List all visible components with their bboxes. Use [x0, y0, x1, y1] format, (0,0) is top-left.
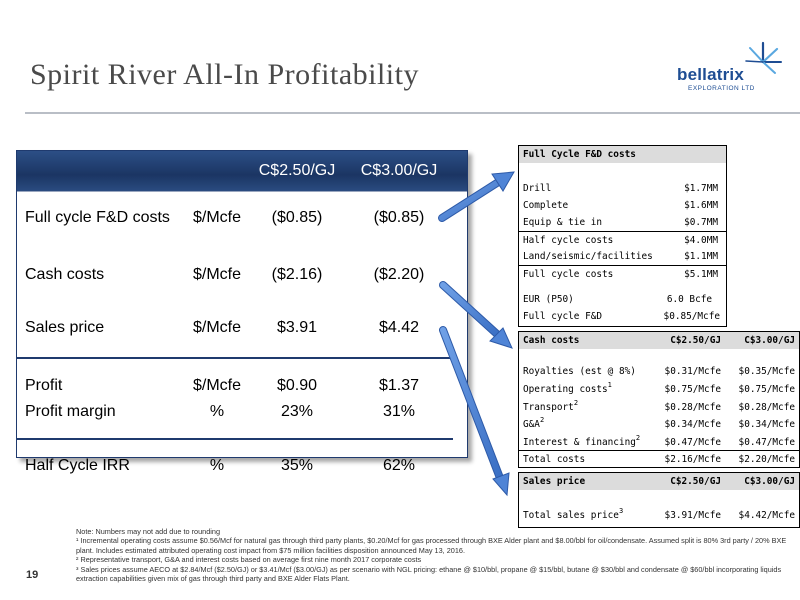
table-row: Royalties (est @ 8%) $0.31/Mcfe $0.35/Mcfe [523, 366, 795, 377]
row-unit: $/Mcfe [192, 209, 241, 226]
table-row: G&A2 $0.34/Mcfe $0.34/Mcfe [523, 416, 795, 431]
row-unit: $/Mcfe [192, 266, 241, 283]
row-value-3-00: $1.37 [378, 377, 420, 394]
row-value-2-50: 23% [280, 403, 314, 420]
row-separator [17, 438, 453, 440]
cash-costs-table: Cash costs C$2.50/GJ C$3.00/GJ Royalties… [518, 331, 800, 468]
arrow-to-cash-table [439, 281, 513, 349]
row-unit: $/Mcfe [192, 377, 241, 394]
footnote: Note: Numbers may not add due to roundin… [76, 527, 220, 536]
star-burst-icon [745, 41, 782, 74]
table-row: Transport2 $0.28/Mcfe $0.28/Mcfe [523, 399, 795, 414]
arrow-to-sales-table [439, 326, 510, 497]
arrow-to-fd-table [438, 171, 515, 222]
row-label: Cash costs [25, 266, 105, 283]
table-row: Drill $1.7MM [523, 183, 718, 194]
table-row: Full cycle costs $5.1MM [519, 265, 726, 283]
logo-wordmark: bellatrix [677, 65, 744, 84]
row-value-3-00: 31% [382, 403, 416, 420]
fd-table-title: Full Cycle F&D costs [519, 146, 726, 163]
table-row: Total sales price3 $3.91/Mcfe $4.42/Mcfe [523, 507, 795, 522]
table-header: C$2.50/GJ C$3.00/GJ [17, 151, 467, 192]
row-value-3-00: ($0.85) [373, 209, 425, 226]
row-label: Profit margin [25, 403, 116, 420]
table-row: Operating costs1 $0.75/Mcfe $0.75/Mcfe [523, 381, 795, 396]
column-header-2-50: C$2.50/GJ [258, 162, 336, 179]
table-row: Total costs $2.16/Mcfe $2.20/Mcfe [519, 450, 799, 468]
page-number: 19 [26, 569, 39, 581]
logo-subtitle: EXPLORATION LTD [688, 85, 755, 92]
row-value-3-00: 62% [382, 457, 416, 474]
row-value-2-50: 35% [280, 457, 314, 474]
row-unit: % [209, 403, 225, 420]
row-label: Full cycle F&D costs [25, 209, 170, 226]
company-logo: bellatrix EXPLORATION LTD [677, 40, 797, 100]
table-row: Interest & financing2 $0.47/Mcfe $0.47/Mcf… [523, 434, 795, 449]
row-separator [17, 357, 453, 359]
row-value-2-50: $0.90 [276, 377, 318, 394]
column-header-3-00: C$3.00/GJ [360, 162, 438, 179]
profitability-table: C$2.50/GJ C$3.00/GJ Full cycle F&D costs… [16, 150, 468, 474]
fd-costs-table: Full Cycle F&D costs Drill $1.7MM Complet… [518, 145, 727, 327]
table-row: Complete $1.6MM [523, 200, 718, 211]
row-label: Half Cycle IRR [25, 457, 130, 474]
row-value-2-50: ($0.85) [271, 209, 323, 226]
row-unit: % [209, 457, 225, 474]
table-row: Land/seismic/facilities $1.1MM [523, 251, 718, 262]
cash-table-header: Cash costs C$2.50/GJ C$3.00/GJ [519, 332, 799, 349]
table-row: EUR (P50) 6.0 Bcfe [523, 294, 712, 305]
row-unit: $/Mcfe [192, 319, 241, 336]
page-title: Spirit River All-In Profitability [30, 58, 419, 91]
row-label: Profit [25, 377, 63, 394]
sales-table-header: Sales price C$2.50/GJ C$3.00/GJ [519, 473, 799, 490]
footnote: ³ Sales prices assume AECO at $2.84/Mcf … [76, 564, 782, 584]
table-row: Full cycle F&D $0.85/Mcfe [523, 311, 720, 322]
footnotes: Note: Numbers may not add due to roundin… [76, 527, 788, 583]
row-value-3-00: ($2.20) [373, 266, 425, 283]
table-row: Half cycle costs $4.0MM [519, 231, 726, 249]
footnote: ¹ Incremental operating costs assume $0.… [76, 536, 787, 555]
sales-price-table: Sales price C$2.50/GJ C$3.00/GJ Total sa… [518, 472, 800, 528]
title-divider [25, 112, 800, 114]
footnote: ² Representative transport, G&A and inte… [76, 555, 422, 565]
row-label: Sales price [25, 319, 105, 336]
row-value-2-50: $3.91 [276, 319, 318, 336]
row-value-2-50: ($2.16) [271, 266, 323, 283]
table-row: Equip & tie in $0.7MM [523, 217, 718, 228]
row-value-3-00: $4.42 [378, 319, 420, 336]
